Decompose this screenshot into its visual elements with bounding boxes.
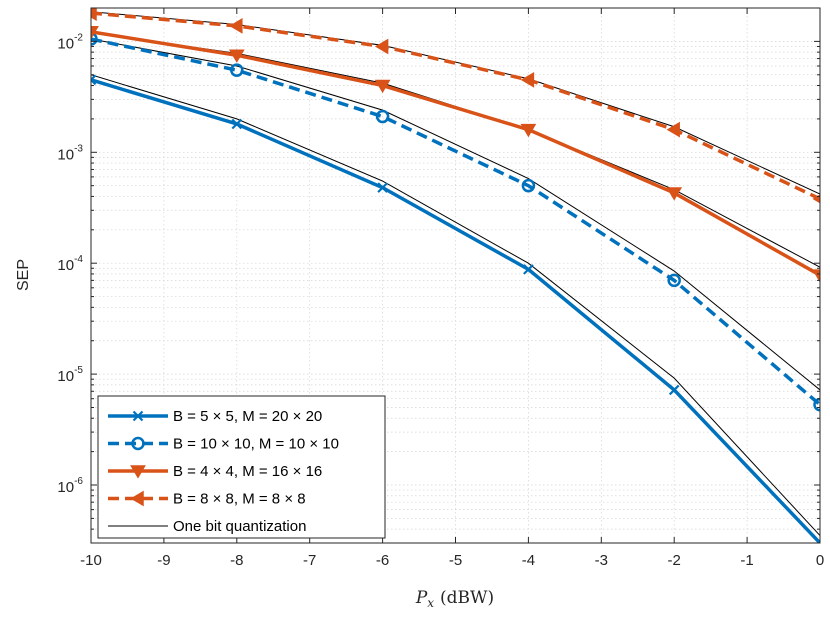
marker-stroke (91, 78, 97, 86)
marker-stroke (91, 74, 97, 82)
y-tick-label-exponent: -4 (74, 254, 83, 265)
data-point-series-4 (520, 71, 535, 88)
series-line-4 (91, 11, 820, 201)
y-tick-label-base: 10 (57, 35, 74, 52)
legend-marker-1 (132, 410, 144, 422)
x-tick-label: -7 (303, 552, 316, 569)
data-point-series-1 (231, 118, 243, 130)
y-tick-label-base: 10 (57, 479, 74, 496)
series-line-1 (91, 78, 820, 543)
x-tick-label: -6 (376, 552, 389, 569)
marker-stroke (523, 264, 534, 275)
y-tick-label: 10-4 (57, 254, 83, 274)
data-point-series-4 (666, 121, 680, 138)
y-tick-label-exponent: -5 (74, 365, 83, 376)
series-line-one-bit-quantization (91, 38, 820, 391)
marker-stroke (231, 118, 243, 130)
data-point-series-3 (812, 269, 820, 283)
y-tick-label: 10-3 (57, 143, 83, 163)
axis-ticks: -10 -9 -8 -7 -6 -5 -4 -3 -2 -1 010-210-310-410-510… (57, 7, 824, 569)
x-axis-title-var: P (415, 588, 428, 608)
data-point-series-2 (230, 63, 244, 77)
x-tick-label: -3 (595, 552, 608, 569)
x-tick-label: -8 (230, 552, 243, 569)
y-tick-label-base: 10 (57, 368, 74, 385)
data-point-series-3 (228, 49, 245, 63)
x-tick-label: 0 (816, 552, 824, 569)
legend-marker-4 (130, 490, 144, 507)
data-point-series-4 (91, 8, 97, 21)
legend-marker-3 (130, 465, 146, 479)
data-point-series-3 (666, 187, 683, 201)
marker-stroke (132, 410, 144, 422)
data-point-series-1 (814, 537, 820, 543)
data-point-series-4 (229, 17, 243, 34)
y-tick-label-exponent: -2 (74, 32, 83, 43)
x-tick-label: -9 (157, 552, 170, 569)
x-axis-title-sub: x (427, 596, 434, 610)
marker-stroke (377, 182, 388, 193)
legend-label-3: B = 4 × 4, M = 16 × 16 (173, 463, 322, 480)
data-point-series-2 (667, 273, 681, 288)
series-group (91, 8, 820, 543)
legend-label-2: B = 10 × 10, M = 10 × 10 (173, 436, 339, 453)
marker-stroke (814, 537, 820, 543)
data-point-series-2 (375, 109, 390, 124)
x-tick-label: -10 (80, 552, 102, 569)
series-line-3 (91, 30, 820, 277)
data-point-series-1 (523, 264, 534, 275)
data-point-series-1 (668, 384, 680, 396)
x-axis-title-unit: (dBW) (440, 588, 494, 608)
data-point-series-3 (520, 123, 537, 138)
y-tick-label-exponent: -6 (74, 476, 83, 487)
data-point-series-2 (91, 32, 98, 46)
y-tick-label: 10-5 (57, 365, 83, 385)
series-line-one-bit-quantization (91, 74, 820, 536)
y-tick-label: 10-2 (57, 32, 83, 52)
data-point-series-2 (813, 397, 820, 412)
x-tick-label: -4 (522, 552, 535, 569)
x-tick-label: -2 (668, 552, 681, 569)
data-point-series-4 (374, 38, 389, 55)
series-line-2 (91, 37, 820, 407)
x-tick-label: -1 (740, 552, 753, 569)
marker-stroke (668, 384, 680, 396)
legend-marker-2 (131, 436, 145, 451)
x-axis-title: Px (dBW) (415, 588, 494, 610)
legend-label-4: B = 8 × 8, M = 8 × 8 (173, 491, 306, 508)
data-point-series-2 (521, 178, 536, 193)
y-tick-label: 10-6 (57, 476, 83, 496)
data-point-series-3 (91, 26, 99, 40)
y-tick-label-exponent: -3 (74, 143, 83, 154)
x-tick-label: -5 (449, 552, 462, 569)
data-point-series-1 (91, 74, 97, 86)
y-tick-label-base: 10 (57, 146, 74, 163)
legend-label-1: B = 5 × 5, M = 20 × 20 (173, 408, 322, 425)
y-tick-label-base: 10 (57, 257, 74, 274)
y-axis-title: SEP (15, 259, 32, 291)
legend-box (97, 395, 386, 539)
data-point-series-4 (812, 194, 820, 204)
legend: B = 5 × 5, M = 20 × 20 B = 10 × 10, M = 1… (97, 395, 386, 539)
data-point-series-3 (374, 79, 391, 94)
legend-label-5: One bit quantization (173, 518, 306, 535)
data-point-series-1 (377, 182, 388, 193)
